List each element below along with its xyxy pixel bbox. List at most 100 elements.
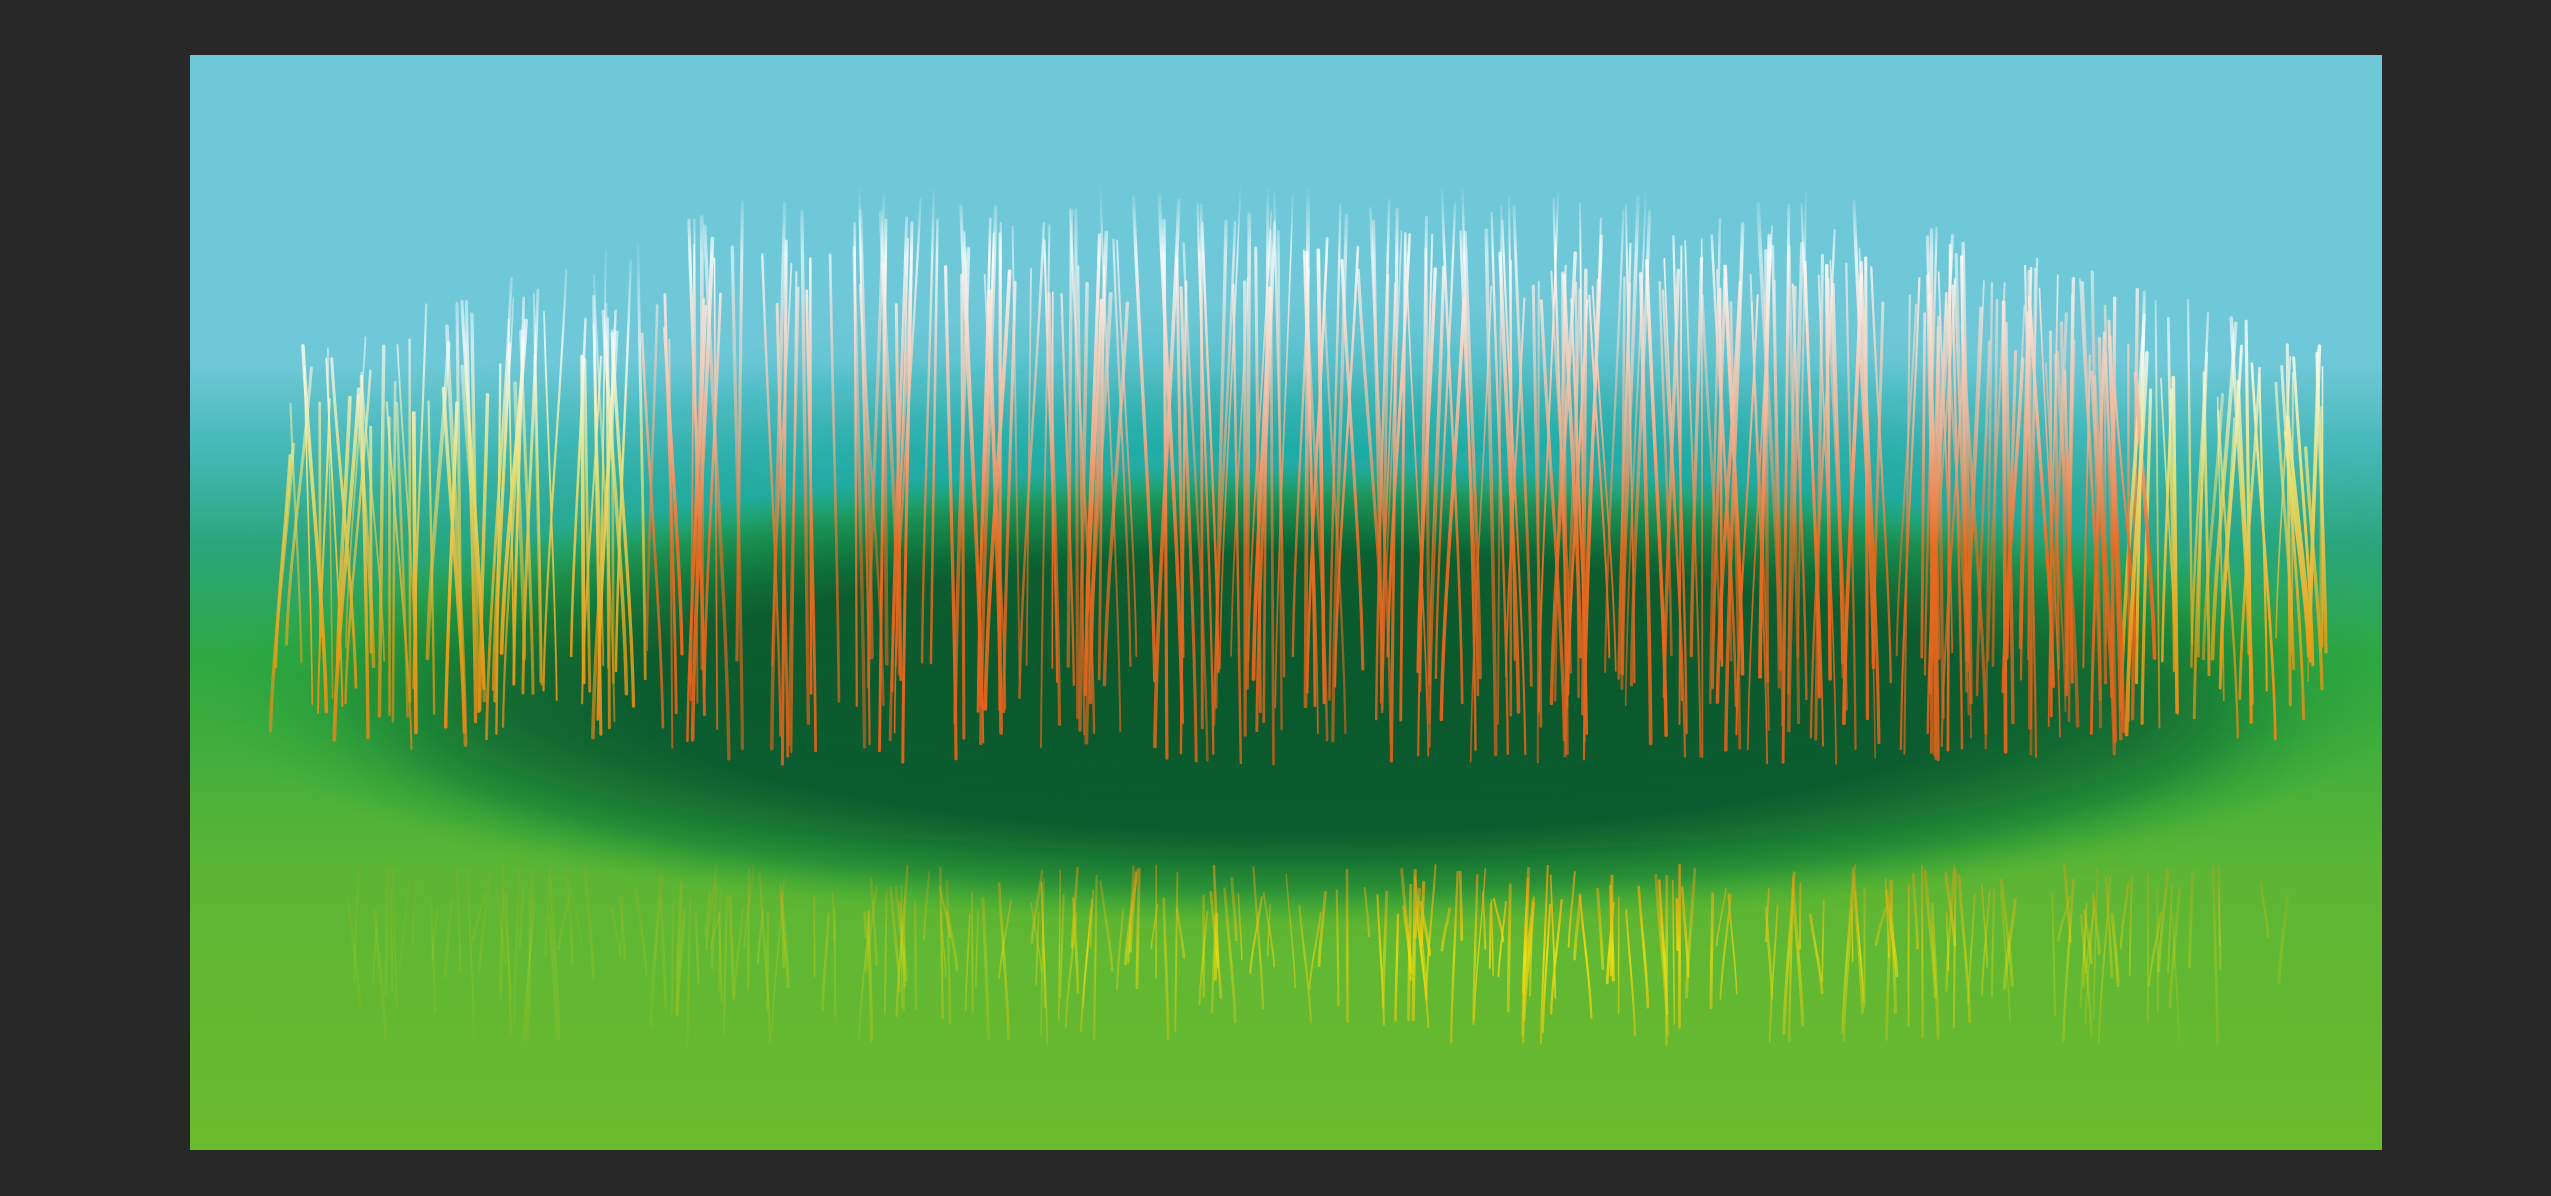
grass-hair-brush-artwork: [190, 55, 2382, 1150]
grass-strand: [2216, 396, 2225, 702]
grass-strand: [477, 392, 490, 712]
grass-strand: [1662, 268, 1680, 698]
grass-strand: [1967, 893, 1976, 1003]
grass-strand: [1719, 893, 1732, 1000]
grass-strand: [761, 253, 782, 737]
grass-strand: [1609, 884, 1615, 982]
grass-strand: [923, 871, 931, 941]
grass-strand: [548, 913, 559, 1040]
grass-strand: [686, 304, 708, 743]
grass-strand: [929, 218, 939, 665]
grass-strand: [1603, 209, 1625, 673]
grass-strand: [1043, 239, 1059, 683]
grass-strand: [883, 891, 888, 1015]
grass-strand: [2319, 405, 2323, 651]
grass-strand: [2026, 257, 2039, 660]
grass-strand: [1277, 230, 1283, 731]
grass-strand: [610, 907, 622, 958]
grass-strand: [2229, 316, 2251, 656]
grass-strand: [2006, 304, 2026, 661]
grass-strand: [1317, 891, 1327, 967]
grass-strand: [1074, 208, 1080, 720]
grass-strand: [1252, 866, 1265, 1010]
grass-strand: [1356, 268, 1385, 666]
grass-strand: [580, 354, 586, 685]
grass-strand: [330, 357, 358, 689]
grass-strand: [713, 257, 719, 730]
grass-strand: [1549, 874, 1557, 999]
grass-strand: [1639, 272, 1653, 746]
grass-strand: [1814, 253, 1825, 741]
grass-strand: [1540, 864, 1549, 1044]
grass-strand: [1249, 896, 1263, 975]
grass-strand: [2167, 885, 2173, 974]
grass-strand: [1072, 897, 1080, 994]
grass-strand: [1064, 912, 1078, 1029]
grass-strand: [1102, 301, 1130, 687]
grass-strand: [1381, 890, 1389, 1009]
grass-strand: [1625, 909, 1636, 1036]
grass-strand: [981, 897, 990, 1040]
grass-strand: [2063, 864, 2072, 944]
lower-grass-strands: [346, 863, 2289, 1047]
grass-strand: [1946, 243, 1952, 752]
grass-strand: [2157, 868, 2170, 973]
grass-strand: [2062, 878, 2075, 1043]
grass-strand: [1537, 190, 1560, 713]
grass-strand: [758, 872, 772, 1045]
grass-strand: [542, 269, 568, 692]
grass-strand: [391, 380, 397, 723]
grass-strand: [2217, 865, 2222, 970]
grass-strand: [1579, 895, 1593, 1019]
grass-strand: [1975, 340, 1991, 697]
grass-strand: [395, 401, 409, 718]
grass-strand: [1400, 868, 1413, 981]
grass-strand: [2079, 913, 2093, 1036]
grass-strand: [1566, 299, 1589, 696]
grass-strand: [1153, 198, 1181, 749]
grass-strand: [1232, 283, 1243, 765]
grass-strand: [1417, 233, 1434, 757]
grass-strand: [718, 912, 723, 1002]
grass-strand: [1449, 870, 1459, 1044]
grass-strand: [858, 284, 885, 707]
grass-strand: [2104, 876, 2114, 978]
grass-strand: [710, 881, 718, 970]
grass-strand: [833, 906, 837, 1018]
grass-strand: [1553, 264, 1567, 702]
grass-strand: [780, 239, 788, 766]
grass-strand: [779, 883, 790, 989]
grass-strand: [1406, 287, 1430, 757]
grass-strand: [377, 344, 386, 718]
grass-strand: [1960, 255, 1969, 652]
grass-strand: [335, 395, 352, 665]
grass-strand: [495, 888, 506, 965]
grass-strand: [1980, 884, 1989, 968]
grass-strand: [747, 867, 750, 990]
grass-strand: [583, 865, 595, 980]
grass-strand: [636, 241, 647, 681]
grass-strand: [444, 899, 453, 978]
grass-strand: [548, 869, 561, 1041]
grass-strand: [971, 891, 974, 1014]
grass-strand: [1625, 204, 1636, 684]
grass-strand: [1501, 219, 1527, 756]
grass-strand: [1624, 192, 1647, 707]
grass-strand: [601, 309, 629, 696]
grass-strand: [568, 881, 582, 943]
grass-strand: [1895, 303, 1918, 657]
grass-strand: [1269, 229, 1275, 766]
grass-strand: [945, 880, 952, 1025]
grass-strand: [2160, 377, 2179, 715]
grass-strand: [1951, 284, 1964, 750]
grass-strand: [913, 900, 918, 1011]
grass-strand: [2166, 316, 2176, 672]
grass-strand: [1386, 233, 1411, 658]
grass-strand: [583, 358, 592, 693]
grass-strand: [975, 909, 979, 988]
grass-strand: [1824, 264, 1832, 681]
grass-strand: [1035, 911, 1040, 986]
grass-strand: [863, 911, 868, 938]
grass-strand: [1990, 888, 1996, 998]
